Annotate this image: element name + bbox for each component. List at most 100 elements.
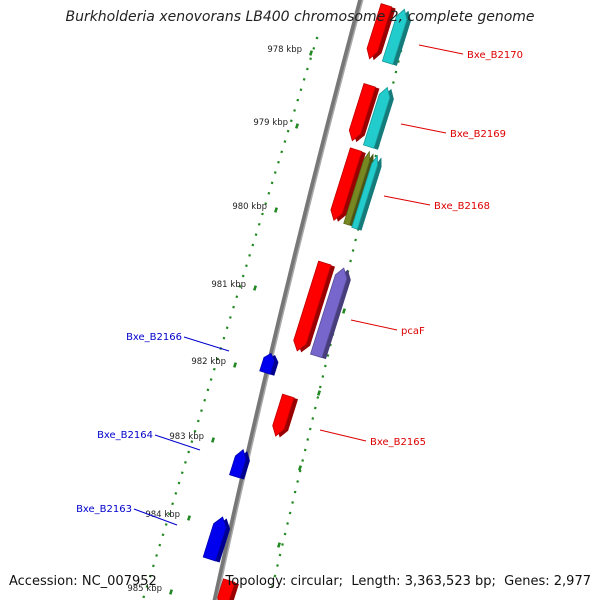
feature-cyan-b2169 (362, 86, 394, 150)
minor-tick (187, 450, 191, 454)
minor-tick-forward (271, 585, 274, 588)
major-tick-forward (317, 390, 321, 396)
gene-bxe-b2163 (202, 516, 231, 563)
minor-tick (286, 129, 290, 133)
minor-tick-forward (286, 522, 289, 525)
gene-next-forward (217, 578, 239, 600)
accession-label: Accession: (9, 574, 78, 589)
minor-tick (283, 140, 287, 143)
minor-tick (155, 554, 158, 557)
gene-bxe-b2165 (272, 393, 299, 438)
minor-tick-forward (326, 354, 330, 357)
gene-label-forward: pcaF (401, 326, 425, 337)
feature-cyan-b2170 (381, 8, 411, 66)
minor-tick (254, 233, 258, 237)
minor-tick-forward (321, 375, 325, 378)
minor-tick-forward (301, 459, 305, 462)
gene-label-forward: Bxe_B2170 (467, 50, 523, 61)
major-tick (211, 437, 215, 443)
tick-label: 983 kbp (169, 432, 204, 442)
gene-label-forward: Bxe_B2168 (434, 201, 490, 212)
minor-tick (305, 67, 309, 71)
topology-label: Topology: (225, 574, 287, 589)
minor-tick-forward (311, 417, 315, 420)
major-tick-forward (342, 308, 346, 314)
leader-line-reverse (183, 336, 230, 352)
tick-label: 984 kbp (145, 510, 180, 520)
tick-label: 985 kbp (127, 584, 162, 594)
minor-tick (261, 212, 264, 216)
length-label: Length: (351, 574, 401, 589)
gene-label-reverse: Bxe_B2166 (126, 332, 182, 343)
minor-tick (264, 202, 268, 205)
minor-tick (302, 78, 306, 81)
minor-tick-forward (281, 543, 284, 546)
minor-tick-forward (329, 343, 332, 347)
leader-line-forward (418, 44, 464, 55)
major-tick (253, 285, 257, 291)
minor-tick (180, 471, 184, 475)
minor-tick-forward (394, 70, 398, 74)
minor-tick (174, 492, 178, 495)
minor-tick (251, 243, 255, 247)
minor-tick-forward (354, 238, 357, 242)
tick-label: 980 kbp (232, 202, 267, 212)
major-tick (295, 123, 299, 129)
leader-line-forward (400, 123, 447, 134)
major-tick (169, 589, 173, 595)
genes-value: 2,977 (553, 574, 591, 589)
minor-tick (277, 160, 280, 164)
feature-cyan-b2168 (351, 154, 382, 231)
minor-tick (148, 574, 152, 578)
minor-tick (190, 440, 194, 444)
accession-value: NC_007952 (81, 574, 157, 589)
major-tick-forward (298, 465, 302, 471)
minor-tick (315, 36, 319, 40)
minor-tick (312, 46, 316, 50)
genome-stats: Topology: circular; Length: 3,363,523 bp… (225, 574, 591, 589)
minor-tick (225, 326, 229, 330)
minor-tick (257, 222, 261, 226)
tick-label: 979 kbp (253, 118, 288, 128)
minor-tick (216, 357, 219, 361)
minor-tick-forward (349, 259, 352, 263)
gene-bxe-b2169 (348, 83, 380, 143)
minor-tick (309, 57, 312, 61)
minor-tick-forward (306, 438, 310, 441)
map-title: Burkholderia xenovorans LB400 chromosome… (65, 9, 535, 25)
minor-tick-forward (313, 406, 317, 410)
minor-tick (168, 512, 171, 516)
minor-tick (235, 295, 239, 299)
minor-tick (248, 253, 252, 257)
minor-tick (267, 191, 271, 195)
minor-tick-forward (273, 574, 277, 578)
minor-tick (289, 119, 293, 123)
minor-tick (273, 171, 277, 174)
minor-tick-forward (293, 490, 297, 494)
chromosome-backbone (212, 0, 364, 600)
minor-tick-forward (308, 427, 312, 431)
gene-label-reverse: Bxe_B2164 (97, 430, 153, 441)
major-tick (187, 515, 191, 521)
accession-info: Accession: NC_007952 (9, 574, 157, 589)
minor-tick (200, 409, 203, 412)
minor-tick (232, 305, 235, 309)
gene-bxe-b2164 (229, 448, 250, 480)
minor-tick (184, 460, 187, 464)
length-value: 3,363,523 bp (404, 574, 492, 589)
minor-tick (142, 595, 146, 599)
feature-purple-pcaf (309, 267, 351, 360)
minor-tick-forward (283, 532, 287, 536)
minor-tick-forward (374, 154, 378, 158)
minor-tick (161, 533, 165, 537)
minor-tick (238, 285, 242, 288)
minor-tick (293, 109, 296, 112)
minor-tick-forward (351, 249, 355, 252)
tick-label: 981 kbp (211, 280, 246, 290)
major-tick-forward (277, 542, 281, 548)
minor-tick (228, 316, 232, 319)
minor-tick (296, 98, 300, 102)
gene-bxe-b2166 (259, 352, 279, 376)
minor-tick (158, 543, 162, 547)
